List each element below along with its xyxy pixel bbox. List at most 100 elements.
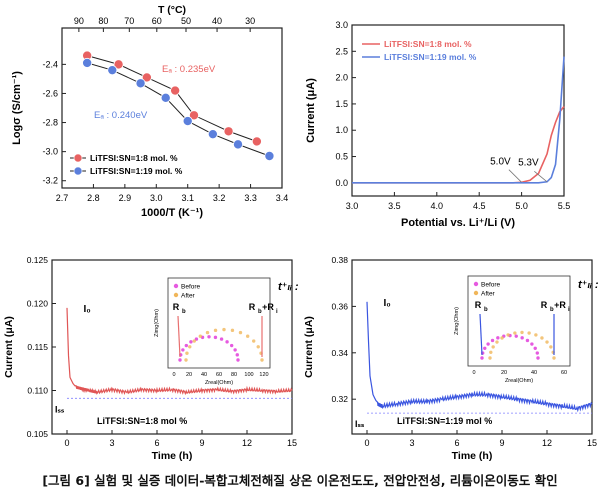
legend-marker-after (473, 290, 479, 296)
lsv-stability-chart: 3.0 3.5 4.0 4.5 5.0 5.5 0.0 0.5 1.0 1.5 2.0 2.5 3.0 P… (300, 0, 600, 240)
inset-after-point (256, 345, 260, 349)
inset-before-point (225, 340, 229, 344)
inset-before-point (189, 340, 193, 344)
arrhenius-chart-svg: 2.7 2.8 2.9 3.0 3.1 3.2 3.3 3.4 -2.4 -2.6 -2.8 -3.0… (11, 4, 289, 219)
y-tick-label: -2.4 (42, 59, 58, 69)
inset-after-point (198, 334, 203, 338)
top-tick-label: 50 (181, 16, 191, 26)
activation-energy-label-1-19: Eₐ : 0.240eV (94, 110, 148, 121)
x-axis-title: Time (h) (452, 450, 493, 462)
iss-label: Iₛₛ (55, 404, 65, 414)
inset-after-point (252, 339, 256, 343)
x-axis-title: 1000/T (K⁻¹) (141, 207, 203, 219)
inset-x-tick-label: 120 (259, 372, 268, 378)
rbri-subscript-i: i (568, 307, 570, 313)
inset-x-tick-label: 40 (201, 372, 207, 378)
inset-before-point (490, 338, 495, 343)
top-tick-label: 80 (98, 16, 108, 26)
x-tick-label: 3.1 (181, 193, 194, 203)
inset-after-point (545, 340, 549, 344)
inset-after-point (540, 336, 544, 340)
x-tick-label: 3.5 (388, 201, 401, 211)
rbri-label: R (249, 302, 256, 312)
y-tick-label: 0.38 (331, 255, 348, 265)
current-trace (366, 301, 593, 413)
inset-after-point (552, 356, 556, 360)
inset-after-point (230, 328, 235, 333)
plot-frame (351, 259, 593, 435)
data-point (182, 116, 193, 127)
ca-1-8-chart-svg: 0 3 6 9 12 15 0.105 0.110 0.115 0.120 0.125 Time (h… (3, 255, 300, 462)
x-tick-label: 12 (242, 438, 252, 448)
x-tick-label: 6 (154, 438, 159, 448)
legend-label: LiTFSI:SN=1:8 mol. % (90, 153, 178, 163)
y-tick-label: -3.2 (42, 176, 58, 186)
x-tick-label: 4.5 (473, 201, 486, 211)
y-tick-label: 3.0 (335, 20, 348, 30)
y-tick-label: 1.5 (335, 99, 348, 109)
series-line-1 (352, 56, 565, 184)
transference-number: t⁺ₗᵢ : 0.89 (278, 281, 300, 293)
data-point (223, 126, 234, 137)
inset-before-point (483, 346, 487, 350)
x-tick-label: 3 (409, 438, 414, 448)
current-trace (66, 307, 293, 396)
legend-label: LiTFSI:SN=1:19 mol. % (90, 166, 183, 176)
data-point (251, 136, 262, 147)
inset-before-point (236, 358, 240, 362)
inset-x-tick-label: 60 (216, 372, 222, 378)
legend-marker-before (473, 281, 479, 287)
inset-before-point (480, 356, 484, 360)
inset-after-point (500, 336, 504, 340)
inset-before-point (536, 356, 540, 360)
x-tick-label: 3.3 (244, 193, 257, 203)
i0-label: I₀ (84, 304, 91, 315)
top-tick-label: 90 (74, 16, 84, 26)
x-tick-label: 12 (542, 438, 552, 448)
inset-before-point (496, 336, 500, 340)
inset-after-point (192, 339, 196, 343)
legend-label-before: Before (481, 282, 501, 289)
series-label: LiTFSI:SN=1:19 mol % (397, 416, 492, 426)
rb-label: R (475, 300, 482, 310)
inset-after-point (188, 345, 192, 349)
legend-marker (73, 153, 83, 163)
inset-y-title: Zimg(Ohm) (154, 309, 160, 337)
inset-after-point (205, 330, 210, 335)
inset-before-point (184, 343, 189, 348)
top-tick-label: 70 (124, 16, 134, 26)
inset-x-tick-label: 20 (501, 370, 507, 376)
rbri-label: R (541, 300, 548, 310)
inset-before-point (235, 353, 239, 357)
inset-x-tick-label: 60 (561, 370, 567, 376)
x-tick-label: 5.5 (558, 201, 571, 211)
rbri-subscript: b (258, 309, 262, 315)
top-tick-label: 40 (212, 16, 222, 26)
x-tick-label: 3.2 (213, 193, 226, 203)
ca-1-19-chart-svg: 0 3 6 9 12 15 0.32 0.34 0.36 0.38 Time (h) Current … (303, 255, 600, 462)
inset-after-point (495, 340, 499, 344)
inset-before-point (525, 338, 530, 343)
inset-after-point (260, 358, 264, 362)
y-tick-label: 1.0 (335, 125, 348, 135)
x-tick-label: 3.4 (276, 193, 289, 203)
inset-after-point (527, 331, 531, 335)
rbri-plus-label: +R (262, 302, 274, 312)
y-tick-label: -2.6 (42, 88, 58, 98)
data-point (207, 129, 218, 140)
inset-after-point (520, 330, 524, 335)
y-axis-title: Current (μA) (305, 78, 317, 143)
i0-label: I₀ (384, 298, 391, 309)
y-tick-label: 0.32 (331, 394, 348, 404)
inset-before-point (229, 343, 234, 348)
inset-before-point (213, 335, 218, 340)
data-point (232, 139, 243, 150)
inset-after-point (489, 350, 493, 355)
y-tick-label: 0.110 (27, 386, 48, 396)
top-tick-label: 60 (152, 16, 162, 26)
x-tick-label: 6 (454, 438, 459, 448)
y-tick-label: -2.8 (42, 118, 58, 128)
x-tick-label: 3 (109, 438, 114, 448)
inset-before-point (533, 346, 537, 350)
inset-x-tick-label: 100 (244, 372, 253, 378)
